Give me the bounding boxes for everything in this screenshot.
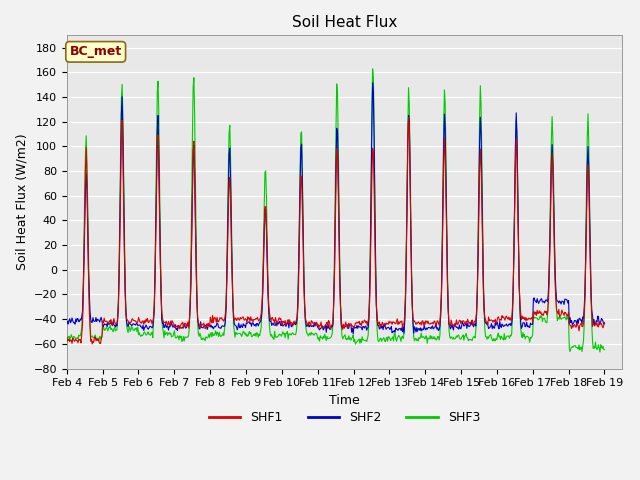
SHF1 (183, 322, 191, 327)
SHF2 (349, 331, 357, 336)
SHF1 (600, 320, 608, 325)
SHF2 (369, 80, 376, 86)
X-axis label: Time: Time (329, 394, 360, 407)
SHF1 (402, 290, 410, 296)
Line: SHF2: SHF2 (67, 83, 604, 334)
SHF3 (63, 340, 70, 346)
SHF2 (128, 323, 136, 328)
SHF2 (600, 320, 608, 326)
SHF1 (418, 318, 426, 324)
SHF1 (73, 338, 81, 344)
SHF2 (418, 326, 426, 332)
SHF2 (73, 319, 81, 324)
Legend: SHF1, SHF2, SHF3: SHF1, SHF2, SHF3 (204, 406, 485, 429)
SHF1 (129, 316, 136, 322)
SHF2 (182, 325, 190, 331)
SHF3 (73, 336, 81, 341)
SHF1 (404, 115, 412, 120)
SHF2 (63, 321, 70, 327)
Title: Soil Heat Flux: Soil Heat Flux (292, 15, 397, 30)
SHF3 (600, 347, 608, 352)
SHF3 (417, 330, 425, 336)
SHF1 (63, 334, 70, 340)
Text: BC_met: BC_met (70, 45, 122, 59)
SHF3 (369, 66, 376, 72)
SHF3 (182, 335, 190, 340)
SHF3 (128, 324, 136, 329)
SHF1 (88, 341, 96, 347)
SHF2 (211, 324, 219, 329)
SHF3 (402, 289, 410, 295)
SHF3 (596, 349, 604, 355)
Line: SHF1: SHF1 (67, 118, 604, 344)
Y-axis label: Soil Heat Flux (W/m2): Soil Heat Flux (W/m2) (15, 133, 28, 270)
Line: SHF3: SHF3 (67, 69, 604, 352)
SHF2 (403, 254, 410, 260)
SHF3 (211, 331, 219, 336)
SHF1 (212, 316, 220, 322)
